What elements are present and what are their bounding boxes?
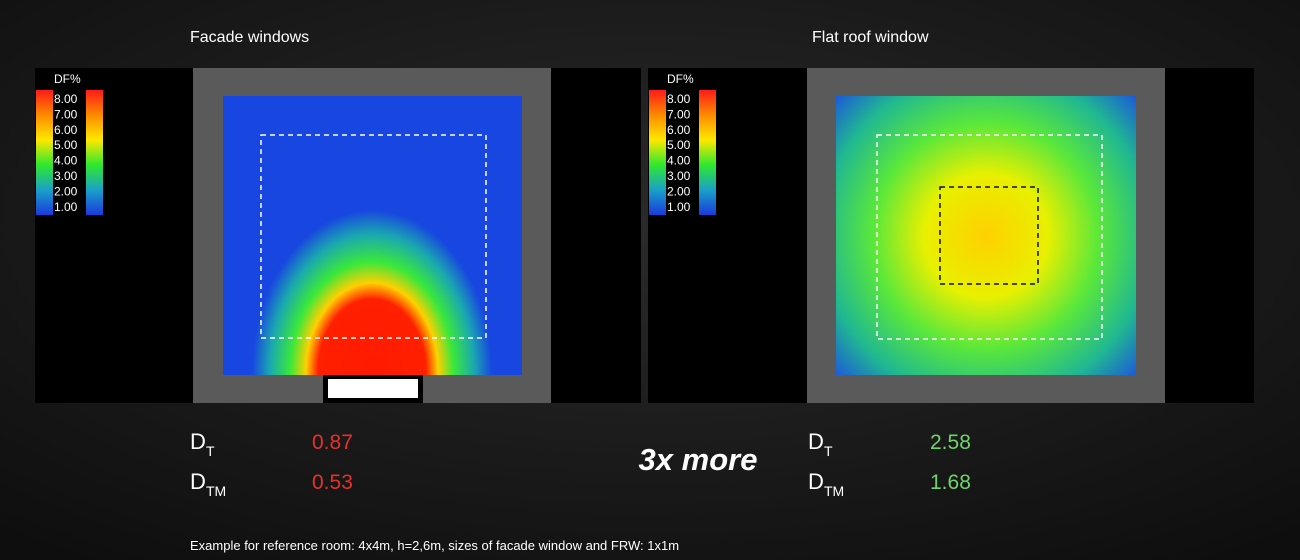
legend-title: DF% <box>54 72 81 86</box>
legend-label: 3.00 <box>54 169 78 183</box>
color-bar <box>36 90 53 215</box>
heatmap-glow <box>223 96 522 375</box>
legend: DF% 8.007.00 6.005.00 4.003.002.00 1.00 <box>36 72 103 215</box>
roof-window-outline <box>939 186 1039 285</box>
metric-subscript: T <box>206 443 215 459</box>
metric-value: 0.53 <box>312 471 353 494</box>
metric-symbol: D <box>190 469 206 494</box>
window <box>328 379 418 398</box>
color-bar <box>86 90 103 215</box>
legend-label: 5.00 <box>54 138 78 152</box>
metric-subscript: T <box>824 443 833 459</box>
legend-label: 7.00 <box>667 107 691 121</box>
metric-symbol: D <box>190 429 206 454</box>
metric-value: 2.58 <box>930 431 971 454</box>
metric-subscript: TM <box>206 483 226 499</box>
metric-value: 1.68 <box>930 471 971 494</box>
metric-symbol: D <box>808 469 824 494</box>
comparison: 3x more <box>639 442 758 477</box>
legend-labels: 8.007.00 6.005.00 4.003.002.00 1.00 <box>54 92 78 214</box>
panel-title: Facade windows <box>190 29 309 46</box>
metrics: D T 2.58D TM 1.68 <box>808 429 971 499</box>
panel-title: Flat roof window <box>812 29 929 46</box>
legend-label: 1.00 <box>667 200 691 214</box>
footnote: Example for reference room: 4x4m, h=2,6m… <box>190 538 679 553</box>
legend-label: 8.00 <box>667 92 691 106</box>
color-bar <box>699 90 716 215</box>
metrics: D T 0.87D TM 0.53 <box>190 429 353 499</box>
legend-label: 3.00 <box>667 169 691 183</box>
legend-label: 1.00 <box>54 200 78 214</box>
legend-label: 4.00 <box>667 154 691 168</box>
legend-label: 2.00 <box>54 184 78 198</box>
color-bar <box>649 90 666 215</box>
legend-label: 8.00 <box>54 92 78 106</box>
legend-label: 5.00 <box>667 138 691 152</box>
heatmap <box>836 96 1136 375</box>
metric-subscript: TM <box>824 483 844 499</box>
legend-label: 2.00 <box>667 184 691 198</box>
metric-value: 0.87 <box>312 431 353 454</box>
dashed-zone <box>876 134 1103 340</box>
legend-label: 6.00 <box>667 123 691 137</box>
metric-symbol: D <box>808 429 824 454</box>
dashed-zone <box>260 134 487 339</box>
legend-labels: 8.007.00 6.005.00 4.003.002.00 1.00 <box>667 92 691 214</box>
legend-label: 7.00 <box>54 107 78 121</box>
legend-label: 6.00 <box>54 123 78 137</box>
legend-label: 4.00 <box>54 154 78 168</box>
legend: DF% 8.007.00 6.005.00 4.003.002.00 1.00 <box>649 72 716 215</box>
legend-title: DF% <box>667 72 694 86</box>
